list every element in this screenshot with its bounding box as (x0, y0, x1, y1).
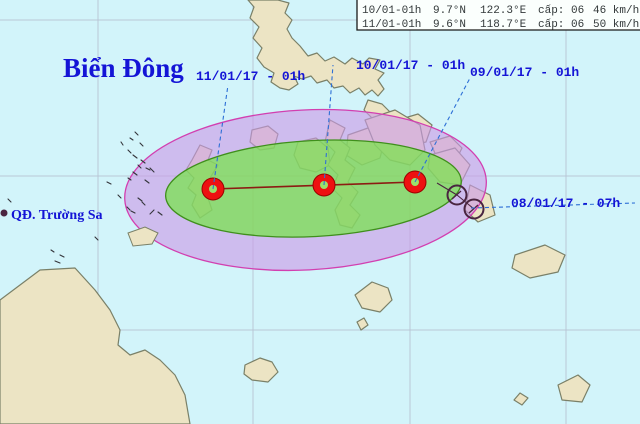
svg-text:118.7°E: 118.7°E (480, 19, 527, 31)
svg-text:11/01/17 - 01h: 11/01/17 - 01h (196, 69, 305, 84)
svg-text:cấp: 06: cấp: 06 (538, 4, 584, 17)
svg-text:11/01-01h: 11/01-01h (362, 19, 421, 31)
svg-text:46 km/h: 46 km/h (593, 5, 639, 17)
svg-text:QĐ. Trường Sa: QĐ. Trường Sa (11, 208, 103, 223)
svg-text:10/01/17 - 01h: 10/01/17 - 01h (356, 58, 465, 73)
svg-text:09/01/17 - 01h: 09/01/17 - 01h (470, 65, 579, 80)
svg-text:9.6°N: 9.6°N (433, 19, 466, 31)
svg-text:Biển Đông: Biển Đông (63, 53, 184, 83)
svg-text:9.7°N: 9.7°N (433, 5, 466, 17)
svg-text:08/01/17 - 07h: 08/01/17 - 07h (511, 196, 620, 211)
svg-text:cấp: 06: cấp: 06 (538, 18, 584, 31)
svg-text:122.3°E: 122.3°E (480, 5, 527, 17)
svg-text:50 km/h: 50 km/h (593, 19, 639, 31)
svg-text:10/01-01h: 10/01-01h (362, 5, 421, 17)
